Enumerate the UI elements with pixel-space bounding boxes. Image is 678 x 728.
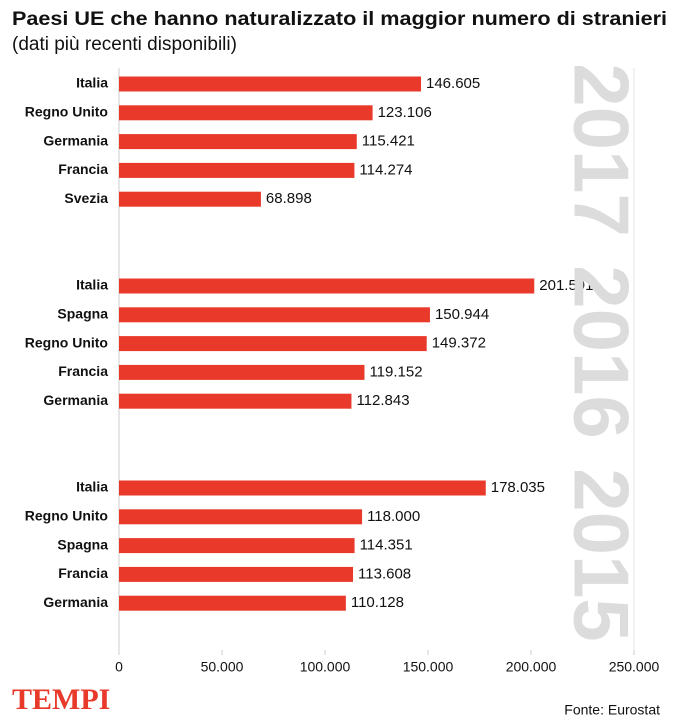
logo: TEMPI: [12, 683, 110, 716]
value-label: 201.591: [539, 277, 593, 294]
value-label: 114.351: [360, 537, 413, 554]
category-label: Regno Unito: [25, 334, 108, 350]
bar: [119, 191, 261, 207]
bar: [119, 76, 422, 92]
category-label: Francia: [58, 363, 108, 379]
group-watermark: 2016: [557, 265, 645, 439]
value-label: 115.421: [362, 133, 415, 150]
category-label: Svezia: [64, 190, 108, 206]
value-label: 146.605: [426, 75, 480, 92]
bar: [119, 162, 355, 178]
bar: [119, 364, 365, 380]
value-label: 119.152: [369, 363, 422, 380]
value-label: 114.274: [359, 161, 412, 178]
x-tick-label: 250.000: [609, 659, 660, 675]
category-label: Italia: [76, 277, 108, 293]
category-label: Francia: [58, 161, 108, 177]
x-tick-label: 0: [115, 659, 123, 675]
value-label: 150.944: [435, 306, 489, 323]
bar: [119, 278, 535, 294]
bar: [119, 509, 363, 525]
chart-subtitle: (dati più recenti disponibili): [12, 34, 237, 55]
value-label: 123.106: [378, 104, 432, 121]
bar: [119, 538, 355, 554]
group-watermark: 2017: [557, 63, 645, 237]
bar: [119, 566, 354, 582]
category-label: Germania: [43, 594, 108, 610]
category-label: Germania: [43, 132, 108, 148]
group-watermark: 2015: [557, 468, 645, 642]
value-label: 113.608: [358, 565, 411, 582]
bar: [119, 336, 427, 352]
category-label: Regno Unito: [25, 104, 108, 120]
source: Fonte: Eurostat: [564, 702, 660, 718]
value-label: 68.898: [266, 190, 312, 207]
category-label: Spagna: [57, 306, 108, 322]
bar: [119, 480, 486, 496]
bar: [119, 134, 357, 150]
value-label: 112.843: [356, 392, 409, 409]
category-label: Italia: [76, 75, 108, 91]
value-label: 110.128: [351, 594, 404, 611]
category-label: Italia: [76, 479, 108, 495]
category-label: Francia: [58, 565, 108, 581]
category-label: Spagna: [57, 536, 108, 552]
category-label: Germania: [43, 392, 108, 408]
value-label: 149.372: [432, 335, 486, 352]
x-tick-label: 200.000: [506, 659, 557, 675]
chart-title: Paesi UE che hanno naturalizzato il magg…: [12, 9, 667, 30]
bar: [119, 393, 352, 409]
bar: [119, 595, 346, 611]
x-tick-label: 100.000: [300, 659, 351, 675]
bar: [119, 105, 373, 121]
category-label: Regno Unito: [25, 508, 108, 524]
value-label: 118.000: [367, 508, 420, 525]
value-label: 178.035: [491, 479, 545, 496]
x-tick-label: 150.000: [403, 659, 454, 675]
bar: [119, 307, 430, 323]
x-tick-label: 50.000: [201, 659, 244, 675]
